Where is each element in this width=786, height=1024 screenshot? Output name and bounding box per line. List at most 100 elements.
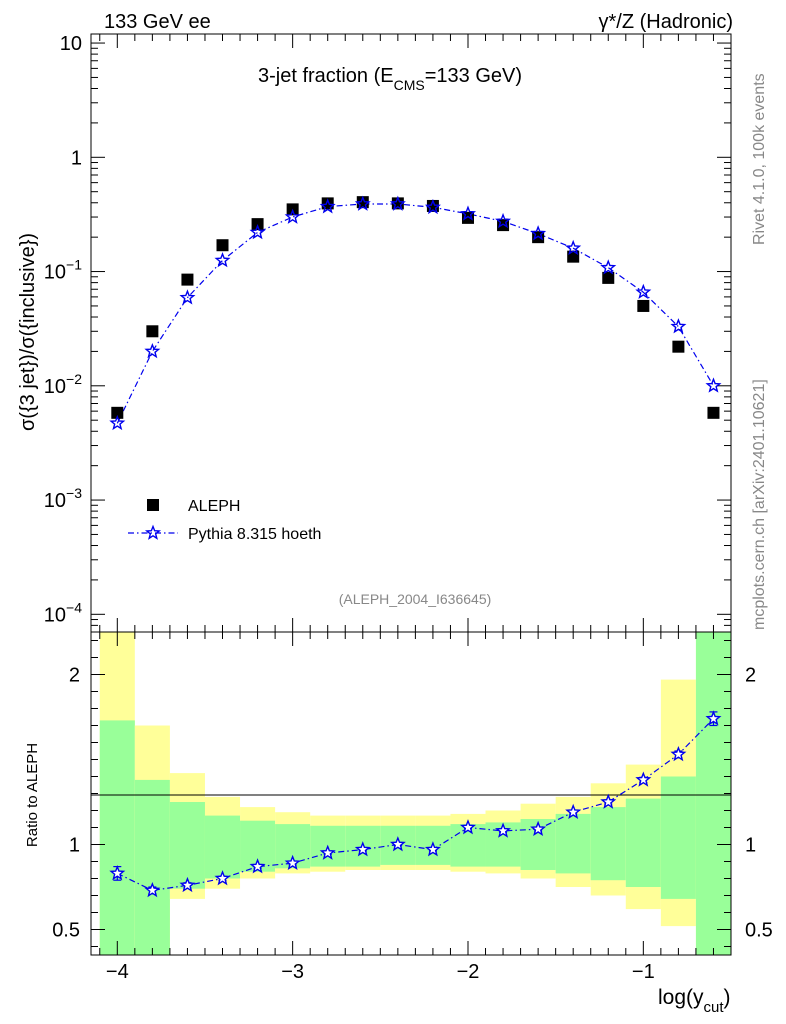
main-y-ticks: 10 1 10−1 10−2 10−3 10−4 bbox=[44, 33, 731, 633]
ratio-tick-label-right: 1 bbox=[745, 835, 756, 857]
ratio-point bbox=[109, 864, 126, 881]
legend-pythia-label: Pythia 8.315 hoeth bbox=[188, 526, 321, 543]
ratio-point bbox=[705, 710, 722, 726]
analysis-tag: (ALEPH_2004_I636645) bbox=[339, 591, 492, 607]
ratio-point bbox=[144, 881, 161, 898]
ratio-point bbox=[495, 822, 512, 838]
ratio-point bbox=[530, 820, 547, 837]
ratio-tick-label-right: 0.5 bbox=[745, 920, 773, 942]
ratio-series-line bbox=[117, 718, 714, 892]
rivet-label: Rivet 4.1.0, 100k events bbox=[751, 73, 768, 245]
mc-point bbox=[249, 223, 266, 240]
mc-point bbox=[389, 195, 406, 211]
ratio-point bbox=[389, 836, 406, 852]
legend: ALEPH Pythia 8.315 hoeth bbox=[128, 498, 321, 543]
legend-aleph-label: ALEPH bbox=[188, 498, 240, 515]
ratio-green-band bbox=[204, 815, 241, 879]
ratio-points bbox=[109, 710, 722, 898]
data-point bbox=[146, 325, 159, 338]
mc-point bbox=[284, 208, 301, 224]
mc-point bbox=[635, 283, 652, 299]
main-panel: 10 1 10−1 10−2 10−3 10−4 3-jet fraction (ECMS… bbox=[17, 33, 732, 633]
ratio-point bbox=[354, 841, 371, 857]
plot-title: 3-jet fraction (ECMS=133 GeV) bbox=[258, 65, 522, 93]
mc-point bbox=[670, 318, 687, 334]
data-points bbox=[109, 195, 722, 431]
mc-point bbox=[530, 225, 547, 241]
y-tick-label: 10−3 bbox=[44, 485, 82, 512]
ratio-tick-label-left: 1 bbox=[69, 835, 80, 857]
header-right: γ*/Z (Hadronic) bbox=[599, 11, 733, 33]
data-point bbox=[672, 340, 685, 353]
ratio-mc-line bbox=[117, 718, 714, 892]
ratio-point bbox=[600, 793, 617, 809]
xlabel-main: log(y bbox=[658, 986, 704, 1009]
data-point bbox=[637, 299, 650, 312]
y-tick-label: 1 bbox=[71, 147, 82, 169]
x-tick-label: −4 bbox=[106, 961, 129, 983]
main-x-ticks bbox=[99, 34, 732, 632]
mc-series-line bbox=[116, 203, 715, 424]
ratio-green-band bbox=[169, 802, 205, 889]
x-axis-label: log(ycut) bbox=[658, 986, 731, 1016]
ratio-x-ticks: −4 −3 −2 −1 bbox=[99, 632, 732, 983]
ratio-point bbox=[319, 844, 336, 860]
mc-point bbox=[214, 252, 231, 268]
ratio-green-band bbox=[99, 720, 135, 955]
mc-line bbox=[116, 203, 715, 424]
title-sub: CMS bbox=[394, 77, 425, 93]
ratio-point bbox=[284, 854, 301, 871]
mc-point bbox=[179, 289, 196, 305]
mc-point bbox=[144, 342, 161, 359]
ratio-point bbox=[459, 819, 477, 835]
data-point bbox=[216, 239, 229, 252]
ratio-point bbox=[670, 745, 687, 762]
xlabel-close: ) bbox=[724, 986, 731, 1009]
title-prefix: 3-jet fraction (E bbox=[258, 65, 394, 87]
ratio-green-band bbox=[590, 807, 626, 881]
ratio-green-band bbox=[660, 776, 696, 899]
x-tick-label: −2 bbox=[457, 961, 480, 983]
y-tick-label: 10−4 bbox=[44, 599, 82, 626]
ratio-green-band bbox=[134, 779, 170, 955]
data-point bbox=[707, 406, 720, 419]
header-left: 133 GeV ee bbox=[104, 11, 211, 33]
ratio-green-band bbox=[625, 798, 661, 887]
ratio-bands bbox=[99, 632, 731, 955]
mc-point bbox=[459, 205, 477, 221]
ratio-tick-label-left: 2 bbox=[69, 665, 80, 687]
ratio-y-ticks: 2 2 1 1 0.5 0.5 bbox=[52, 640, 773, 947]
ratio-point bbox=[179, 876, 196, 893]
data-point bbox=[111, 406, 124, 419]
ratio-tick-label-right: 2 bbox=[745, 665, 756, 687]
data-point bbox=[181, 273, 194, 286]
mc-point bbox=[600, 259, 617, 275]
ratio-green-band bbox=[450, 824, 486, 867]
x-tick-label: −1 bbox=[632, 961, 655, 983]
mcplots-label: mcplots.cern.ch [arXiv:2401.10621] bbox=[751, 379, 768, 630]
mc-point bbox=[424, 198, 441, 215]
ratio-panel: 2 2 1 1 0.5 0.5 −4 −3 −2 −1 Ratio to ALEPH log(y… bbox=[24, 631, 773, 1016]
ratio-point bbox=[565, 803, 582, 820]
mc-point bbox=[565, 239, 582, 256]
ratio-point bbox=[635, 771, 652, 787]
mc-point bbox=[495, 212, 512, 229]
ratio-point bbox=[249, 858, 266, 874]
x-tick-label: −3 bbox=[281, 961, 304, 983]
y-tick-label: 10 bbox=[60, 33, 82, 55]
main-frame bbox=[90, 33, 732, 633]
mc-point bbox=[354, 195, 371, 211]
ratio-green-band bbox=[555, 813, 591, 874]
legend-pythia-marker bbox=[144, 524, 162, 540]
title-suffix: =133 GeV) bbox=[425, 65, 522, 87]
mc-point bbox=[319, 198, 336, 214]
mc-point bbox=[705, 377, 722, 393]
ratio-point bbox=[214, 870, 231, 886]
mc-point bbox=[109, 414, 126, 431]
ratio-tick-label-left: 0.5 bbox=[52, 920, 80, 942]
data-point bbox=[602, 271, 615, 284]
ratio-y-label: Ratio to ALEPH bbox=[24, 743, 41, 847]
ratio-point bbox=[424, 841, 441, 857]
xlabel-sub: cut bbox=[704, 999, 725, 1016]
